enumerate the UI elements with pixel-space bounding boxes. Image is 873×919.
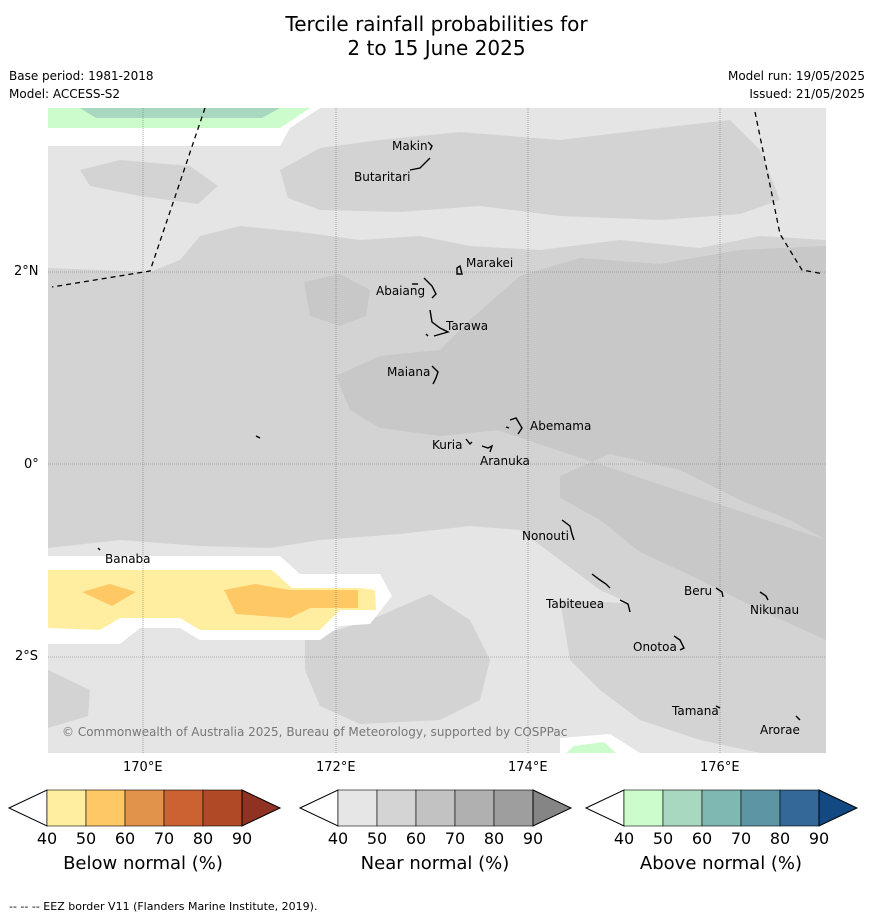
tick-above-60: 60 xyxy=(692,829,712,848)
island-label-kuria: Kuria xyxy=(432,438,463,452)
island-outlines xyxy=(97,141,801,721)
base-period: Base period: 1981-2018 xyxy=(9,69,154,83)
colorbar-above xyxy=(584,789,859,827)
tick-below-40: 40 xyxy=(37,829,57,848)
tick-near-50: 50 xyxy=(367,829,387,848)
tick-below-60: 60 xyxy=(115,829,135,848)
island-label-onotoa: Onotoa xyxy=(633,640,677,654)
island-label-tarawa: Tarawa xyxy=(445,319,488,333)
island-label-tamana: Tamana xyxy=(671,704,719,718)
island-label-nikunau: Nikunau xyxy=(750,603,799,617)
tick-below-80: 80 xyxy=(193,829,213,848)
eez-border xyxy=(51,107,825,288)
colorbar-near xyxy=(298,789,573,827)
tick-above-90: 90 xyxy=(809,829,829,848)
island-label-marakei: Marakei xyxy=(466,256,513,270)
tick-near-80: 80 xyxy=(484,829,504,848)
colorbar-near-title: Near normal (%) xyxy=(360,853,510,874)
probability-fill xyxy=(48,108,826,753)
island-label-arorae: Arorae xyxy=(760,723,800,737)
model-run: Model run: 19/05/2025 xyxy=(727,69,865,83)
tick-near-60: 60 xyxy=(406,829,426,848)
colorbar-above-title: Above normal (%) xyxy=(639,853,803,874)
eez-footnote: -- -- -- EEZ border V11 (Flanders Marine… xyxy=(9,900,318,913)
island-label-makin: Makin xyxy=(392,139,428,153)
lat-label-2n: 2°N xyxy=(14,264,39,279)
map-title: Tercile rainfall probabilities for 2 to … xyxy=(0,12,873,60)
tick-near-40: 40 xyxy=(328,829,348,848)
lon-label-170e: 170°E xyxy=(123,760,163,775)
tick-near-90: 90 xyxy=(523,829,543,848)
colorbar-ticks: 40 50 60 70 80 90 40 50 60 70 80 90 40 5… xyxy=(37,829,829,848)
lon-label-172e: 172°E xyxy=(316,760,356,775)
tick-below-50: 50 xyxy=(76,829,96,848)
island-label-aranuka: Aranuka xyxy=(480,454,530,468)
colorbar-below-title: Below normal (%) xyxy=(63,853,223,874)
island-label-tabiteuea: Tabiteuea xyxy=(545,597,604,611)
tick-above-70: 70 xyxy=(731,829,751,848)
island-label-nonouti: Nonouti xyxy=(522,529,569,543)
island-labels: Makin Butaritari Marakei Abaiang Tarawa … xyxy=(105,139,800,737)
island-label-abemama: Abemama xyxy=(530,419,591,433)
tick-below-70: 70 xyxy=(154,829,174,848)
island-label-banaba: Banaba xyxy=(105,552,151,566)
graticule xyxy=(48,108,826,753)
meta-left: Base period: 1981-2018 Model: ACCESS-S2 xyxy=(9,67,154,103)
lat-label-2s: 2°S xyxy=(15,649,39,664)
lat-label-0: 0° xyxy=(24,457,39,472)
island-label-butaritari: Butaritari xyxy=(354,170,411,184)
tick-near-70: 70 xyxy=(445,829,465,848)
tick-above-80: 80 xyxy=(770,829,790,848)
lon-label-176e: 176°E xyxy=(700,760,740,775)
island-label-maiana: Maiana xyxy=(387,365,430,379)
lon-label-174e: 174°E xyxy=(508,760,548,775)
tick-above-50: 50 xyxy=(653,829,673,848)
title-line-2: 2 to 15 June 2025 xyxy=(347,36,526,60)
title-line-1: Tercile rainfall probabilities for xyxy=(285,12,588,36)
colorbar-below xyxy=(7,789,282,827)
tick-above-40: 40 xyxy=(614,829,634,848)
tick-below-90: 90 xyxy=(232,829,252,848)
issued-date: Issued: 21/05/2025 xyxy=(749,87,865,101)
model-name: Model: ACCESS-S2 xyxy=(9,87,121,101)
island-label-beru: Beru xyxy=(684,584,712,598)
meta-right: Model run: 19/05/2025 Issued: 21/05/2025 xyxy=(728,67,865,103)
copyright-notice: © Commonwealth of Australia 2025, Bureau… xyxy=(62,725,567,739)
island-label-abaiang: Abaiang xyxy=(376,284,425,298)
